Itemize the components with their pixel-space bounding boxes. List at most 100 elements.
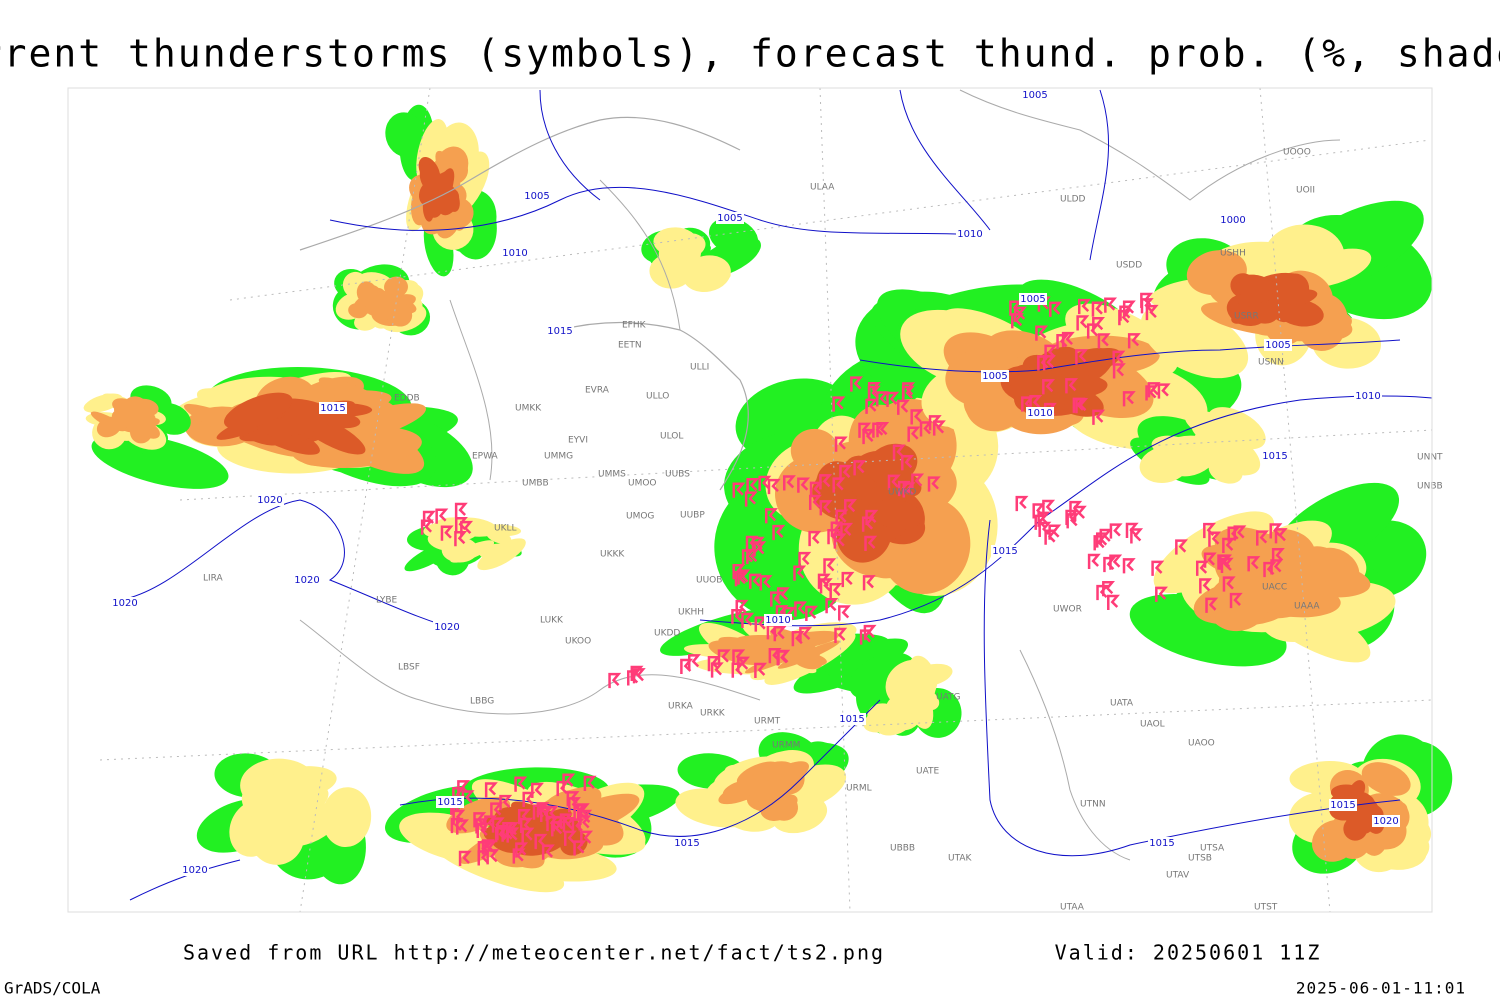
storm-symbol [1035, 325, 1049, 341]
station-label: LYBE [376, 596, 397, 606]
station-label: UNBB [1417, 482, 1443, 492]
storm-symbol [1112, 350, 1126, 366]
storm-symbol [1203, 552, 1217, 568]
station-label: UOOO [1283, 148, 1311, 158]
storm-symbol [1256, 530, 1269, 546]
storm-symbol [1112, 363, 1126, 379]
station-label: USNN [1258, 358, 1284, 368]
isobar-label: 1020 [112, 598, 137, 609]
shade-patch [83, 393, 123, 413]
storm-symbol [844, 499, 857, 515]
storm-symbol [551, 821, 564, 837]
storm-symbol [486, 849, 500, 865]
storm-symbol [499, 794, 513, 811]
storm-symbol [744, 491, 758, 507]
label-bg [1264, 339, 1292, 351]
shade-patch [709, 217, 759, 256]
station-label: URKK [700, 709, 726, 719]
thunderstorm-symbols [420, 292, 1288, 866]
storm-symbol [563, 830, 577, 846]
coastline [1019, 649, 1131, 861]
station-label: UUBS [665, 470, 690, 480]
storm-symbol [897, 399, 910, 415]
label-bg [1219, 214, 1247, 226]
storm-symbol [454, 531, 468, 547]
storm-symbol [910, 409, 924, 425]
storm-symbol [566, 791, 580, 807]
storm-symbol [1096, 584, 1110, 601]
shade-patch [91, 433, 229, 489]
station-label: LBSF [398, 663, 420, 673]
storm-symbol [514, 776, 528, 792]
station-label: UUOB [696, 576, 722, 586]
shade-patch [1361, 762, 1411, 796]
storm-symbol [1270, 559, 1284, 575]
storm-symbol [1086, 323, 1100, 339]
storm-symbol [767, 478, 781, 495]
storm-symbol [919, 421, 933, 437]
storm-symbol [901, 455, 914, 471]
storm-symbol [571, 818, 585, 834]
storm-symbol [793, 565, 807, 581]
storm-symbol [1229, 592, 1243, 609]
station-label: UMBB [522, 479, 549, 489]
storm-symbol [1125, 522, 1139, 539]
coastline [559, 321, 749, 491]
storm-symbol [1015, 495, 1029, 512]
storm-symbol [534, 833, 548, 850]
isobar [859, 339, 1401, 373]
shade-patch [893, 679, 940, 711]
storm-symbol [808, 494, 822, 510]
shade-patch [708, 640, 766, 665]
station-label: UTAV [1166, 871, 1190, 881]
station-label: EVRA [585, 386, 610, 396]
storm-symbol [902, 382, 916, 398]
label-bg [716, 212, 744, 224]
storm-symbol [1122, 391, 1136, 407]
storm-symbol [1103, 556, 1117, 573]
coastline [959, 89, 1341, 201]
shade-patch [1139, 446, 1190, 484]
storm-symbol [1274, 528, 1288, 544]
storm-symbol [454, 502, 468, 519]
storm-symbol [541, 844, 555, 860]
shade-patch [479, 543, 514, 559]
software: GrADS/COLA [4, 979, 101, 998]
storm-symbol [862, 575, 876, 591]
station-label: UAOO [1188, 739, 1215, 749]
station-label: UATG [936, 693, 961, 703]
isobar-label: 1015 [674, 838, 699, 849]
station-label: UKOO [565, 637, 591, 647]
label-bg [256, 494, 284, 506]
storm-symbol [583, 775, 597, 792]
storm-symbol [1145, 385, 1159, 401]
storm-symbol [832, 396, 846, 412]
isobar-label: 1005 [717, 213, 742, 224]
storm-symbol [798, 551, 812, 568]
station-label: UTST [1254, 903, 1278, 913]
storm-symbol [838, 605, 851, 621]
storm-symbol [608, 672, 622, 689]
label-bg [433, 621, 461, 633]
shade-patch [257, 416, 328, 436]
storm-symbol [452, 787, 466, 803]
label-bg [1329, 799, 1357, 811]
station-label: ULLI [690, 363, 709, 373]
isobar-label: 1015 [437, 797, 462, 808]
label-bg [293, 574, 321, 586]
storm-symbol [835, 509, 849, 525]
label-bg [501, 247, 529, 259]
label-bg [1354, 390, 1382, 402]
storm-symbol [751, 536, 765, 553]
isobar [329, 186, 981, 236]
shade-patch [866, 443, 918, 485]
storm-symbol [754, 662, 768, 678]
storm-symbol [928, 415, 942, 431]
storm-symbol [853, 460, 867, 476]
storm-symbol [1092, 317, 1105, 333]
label-bg [546, 325, 574, 337]
shade-patch [371, 290, 403, 304]
coastline [299, 116, 741, 251]
storm-symbol [735, 599, 749, 616]
